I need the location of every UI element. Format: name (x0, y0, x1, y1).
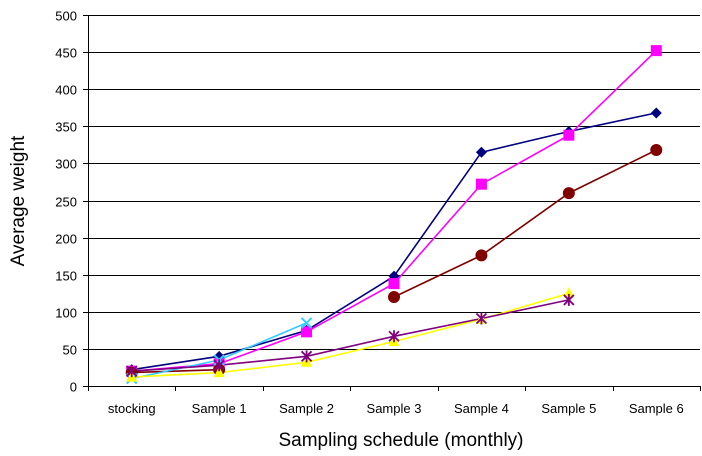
x-tick-label: Sample 4 (454, 401, 509, 416)
data-point (650, 144, 663, 157)
x-tick-label: stocking (108, 401, 156, 416)
data-point (388, 290, 400, 303)
x-axis-title: Sampling schedule (monthly) (278, 430, 523, 451)
y-tick-label: 450 (55, 46, 77, 61)
axes (88, 15, 700, 387)
x-tick-label: Sample 5 (541, 401, 596, 416)
series-line (393, 149, 657, 298)
series-line (131, 50, 657, 372)
data-point (300, 350, 313, 363)
x-tick-label: Sample 2 (279, 401, 334, 416)
x-tick-labels: stocking Sample 1 Sample 2 Sample 3 Sample 4… (88, 386, 701, 416)
y-tick-labels: 0 50 100 150 200 250 300 350 400 450 500 (55, 9, 77, 395)
data-point (475, 146, 487, 158)
series-line (131, 368, 220, 374)
data-point (475, 249, 488, 262)
data-point (300, 317, 313, 329)
data-point (563, 129, 575, 141)
x-tick-label: Sample 6 (629, 401, 684, 416)
data-point (563, 287, 575, 298)
data-point (475, 312, 488, 325)
y-tick-label: 300 (55, 157, 77, 172)
y-tick-label: 150 (55, 269, 77, 284)
data-point (562, 187, 575, 200)
x-tick-label: Sample 3 (367, 401, 422, 416)
y-tick-label: 250 (55, 195, 77, 210)
data-point (650, 107, 662, 119)
data-point (388, 330, 400, 343)
y-tick-label: 500 (55, 9, 77, 24)
series-lines (131, 50, 657, 380)
y-tick-label: 350 (55, 120, 77, 135)
series-markers (125, 45, 663, 385)
x-tick-label: Sample 1 (192, 401, 247, 416)
y-tick-label: 100 (55, 306, 77, 321)
y-tick-label: 0 (70, 380, 77, 395)
series-line (131, 299, 570, 372)
data-point (126, 365, 138, 378)
data-point (388, 278, 400, 290)
y-tick-label: 200 (55, 232, 77, 247)
gridlines (83, 15, 700, 387)
y-tick-label: 50 (63, 343, 77, 358)
y-tick-label: 400 (55, 83, 77, 98)
y-axis-title: Average weight (8, 135, 29, 266)
data-point (475, 178, 487, 190)
data-point (301, 326, 313, 338)
data-point (213, 366, 225, 378)
data-point (650, 45, 662, 57)
data-point (563, 293, 575, 306)
data-point (213, 359, 225, 372)
